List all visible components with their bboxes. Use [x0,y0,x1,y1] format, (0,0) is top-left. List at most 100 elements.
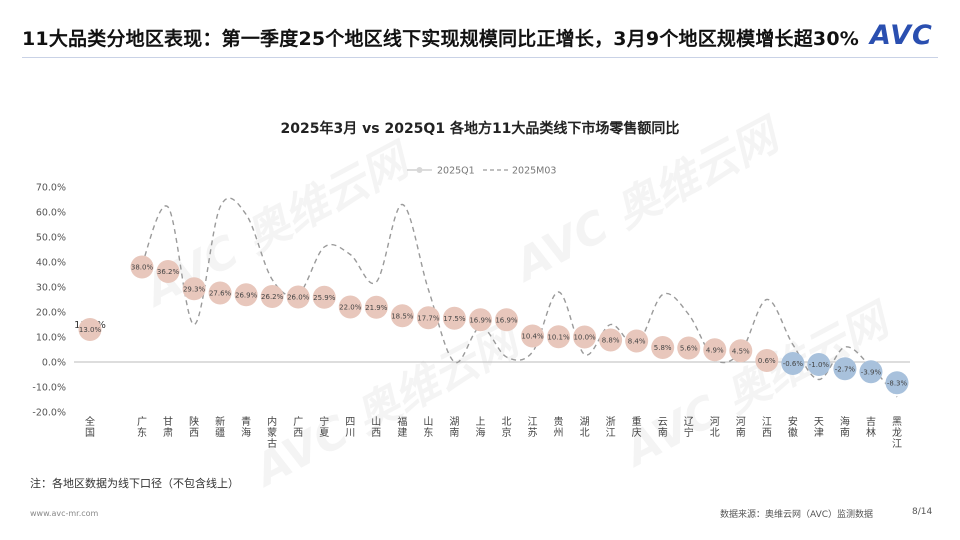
data-label-q1: 8.8% [602,337,620,345]
data-point-q1 [234,283,258,307]
y-tick-label: 30.0% [36,283,66,294]
header-divider [22,57,938,58]
y-tick-label: 10.0% [36,333,66,344]
legend-label-m03: 2025M03 [512,166,556,177]
data-point-q1 [781,352,805,375]
data-point-q1 [573,325,597,349]
data-point-q1 [260,285,284,308]
x-tick-label: 江苏 [528,416,538,439]
data-label-q1: 13.0% [79,326,102,334]
data-label-q1: -2.7% [835,365,856,373]
data-label-q1: 29.3% [183,285,206,293]
website-url: www.avc-mr.com [30,509,99,518]
data-label-q1: 16.9% [495,316,518,324]
legend-swatch-q1-marker [416,167,423,173]
data-label-q1: 21.9% [365,304,388,312]
data-label-q1: 0.6% [758,357,776,365]
x-tick-label: 陕西 [189,415,199,439]
x-tick-label: 湖北 [580,416,590,439]
data-label-q1: -0.6% [783,360,804,368]
x-tick-label: 甘肃 [163,415,173,439]
x-tick-label: 广东 [137,416,147,439]
y-tick-label: 50.0% [36,233,66,244]
data-point-q1 [130,255,154,279]
data-label-q1: -3.9% [861,368,882,376]
data-label-q1: 38.0% [131,264,154,272]
data-point-q1 [494,308,518,332]
series-line-m03 [141,197,898,398]
y-tick-label: 60.0% [36,208,66,219]
data-point-q1 [859,360,883,384]
data-label-q1: 25.9% [313,294,336,302]
page-headline: 11大品类分地区表现：第一季度25个地区线下实现规模同比正增长，3月9个地区规模… [22,28,860,50]
y-tick-label: 0.0% [42,358,66,369]
data-label-q1: 27.6% [209,290,232,298]
x-tick-label: 内蒙古 [267,415,277,450]
data-point-q1 [182,277,206,301]
y-tick-label: 20.0% [36,308,66,319]
x-tick-label: 江西 [762,416,772,439]
x-tick-label: 全国 [85,415,95,439]
data-label-q1: 5.6% [680,345,698,353]
x-tick-label: 河南 [736,416,746,439]
data-label-q1: 26.2% [261,293,284,301]
page-number: 8/14 [912,507,933,517]
data-point-q1 [338,295,362,319]
x-tick-label: 云南 [658,417,668,439]
x-tick-label: 吉林 [866,416,876,439]
chart-title: 2025年3月 vs 2025Q1 各地方11大品类线下市场零售额同比 [280,121,680,137]
x-tick-label: 北京 [501,416,511,439]
x-tick-label: 浙江 [606,416,616,439]
x-tick-label: 黑龙江 [892,416,902,450]
data-point-q1 [468,308,492,332]
x-tick-label: 山西 [371,416,381,439]
data-label-q1: 5.8% [654,344,672,352]
data-label-q1: 10.0% [573,334,596,342]
data-point-q1 [156,260,180,283]
data-label-q1: 22.0% [339,304,362,312]
data-label-q1: 26.0% [287,294,310,302]
data-point-q1 [442,306,466,330]
data-point-q1 [364,295,388,319]
x-tick-label: 湖南 [449,416,459,439]
data-label-q1: 26.9% [235,291,258,299]
data-point-q1 [677,336,701,360]
legend-label-q1: 2025Q1 [437,166,475,177]
data-point-q1 [521,324,545,348]
x-tick-label: 四川 [345,417,355,439]
y-tick-label: 40.0% [36,258,66,269]
x-tick-label: 新疆 [215,415,225,439]
x-tick-label: 福建 [397,415,407,439]
data-point-q1 [78,318,102,341]
x-tick-label: 天津 [814,417,824,439]
x-tick-label: 海南 [840,415,850,439]
data-point-q1 [755,349,779,372]
footnote: 注：各地区数据为线下口径（不包含线上） [30,477,239,490]
data-label-q1: 4.5% [732,347,750,355]
x-tick-label: 山东 [423,416,433,439]
avc-logo: AVC [870,20,933,51]
data-label-q1: 17.7% [417,314,440,322]
data-source: 数据来源：奥维云网（AVC）监测数据 [720,510,874,520]
y-tick-label: -10.0% [32,383,66,394]
data-point-q1 [599,328,623,352]
data-point-q1 [625,329,649,353]
data-point-q1 [807,353,831,376]
data-point-q1 [312,285,336,309]
data-label-q1: 10.1% [547,333,570,341]
data-point-q1 [547,325,571,349]
data-label-q1: 8.4% [628,338,646,346]
data-label-q1: -1.0% [809,361,830,369]
x-tick-label: 贵州 [554,415,564,439]
x-tick-label: 宁夏 [319,415,329,439]
y-tick-label: -20.0% [32,408,66,419]
data-point-q1 [208,281,232,305]
x-tick-label: 重庆 [632,415,642,439]
x-tick-label: 青海 [241,415,251,439]
y-tick-label: 70.0% [36,183,66,194]
data-point-q1 [703,338,727,362]
data-label-q1: 18.5% [391,312,414,320]
data-point-q1 [885,371,909,395]
data-point-q1 [833,357,857,381]
